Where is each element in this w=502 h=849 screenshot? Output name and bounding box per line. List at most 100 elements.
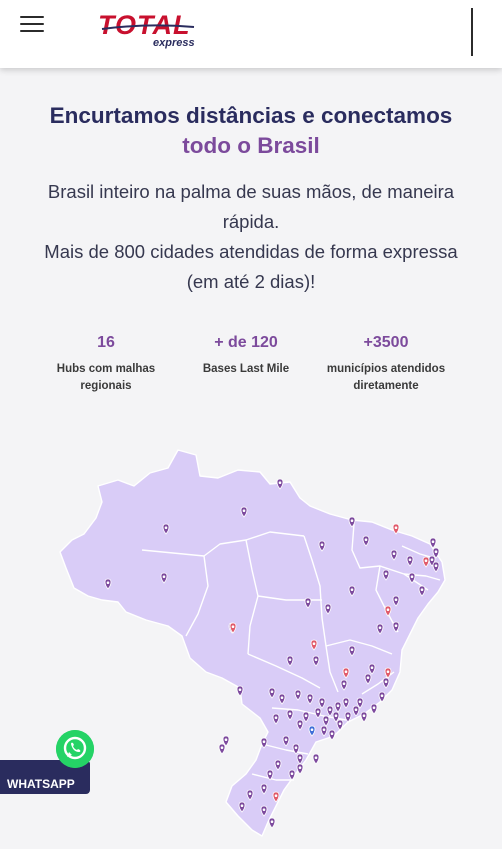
map-pin-icon [266, 769, 274, 781]
map-pin-icon [288, 769, 296, 781]
map-pin-icon [382, 569, 390, 581]
map-pin-icon [344, 711, 352, 723]
map-pin-icon [222, 735, 230, 747]
map-pin-icon [268, 817, 276, 829]
map-pin-icon [318, 697, 326, 709]
map-pin-icon [408, 572, 416, 584]
map-pin-icon [286, 655, 294, 667]
map-pin-icon [348, 585, 356, 597]
map-pin-icon [272, 713, 280, 725]
map-pin-icon [296, 753, 304, 765]
map-pin-icon [274, 759, 282, 771]
logo-swoosh-icon [101, 24, 195, 30]
map-pin-icon [238, 801, 246, 813]
map-pin-icon [348, 645, 356, 657]
site-header: TOTAL express [0, 0, 502, 68]
map-pin-icon [392, 595, 400, 607]
brazil-coverage-map [59, 449, 446, 837]
stat-label: Hubs com malhas regionais [56, 363, 156, 392]
map-pin-icon [370, 703, 378, 715]
map-pin-icon [392, 523, 400, 535]
map-pin-icon [342, 667, 350, 679]
logo-sub-text: express [153, 37, 195, 49]
stat-value: 16 [97, 334, 115, 351]
map-pin-icon [306, 693, 314, 705]
map-pin-icon [418, 585, 426, 597]
map-pin-icon [296, 763, 304, 775]
stat-hubs: 16 Hubs com malhas regionais [36, 332, 176, 395]
map-pin-icon [328, 729, 336, 741]
stat-municipios: +3500 municípios atendidos diretamente [316, 332, 456, 395]
map-pin-icon [392, 621, 400, 633]
map-pin-icon [360, 711, 368, 723]
map-pin-icon [406, 555, 414, 567]
map-pin-icon [340, 679, 348, 691]
map-pin-icon [318, 540, 326, 552]
stat-bases: + de 120 Bases Last Mile [176, 332, 316, 378]
map-pin-icon [390, 549, 398, 561]
brazil-shape [59, 449, 446, 837]
whatsapp-button[interactable]: WHATSAPP [0, 730, 94, 794]
map-pin-icon [352, 705, 360, 717]
map-pin-icon [378, 691, 386, 703]
map-pin-icon [376, 623, 384, 635]
hamburger-menu-icon[interactable] [20, 13, 46, 35]
map-pin-icon [308, 725, 316, 737]
map-pin-icon [326, 705, 334, 717]
stat-label: Bases Last Mile [202, 363, 290, 375]
map-pin-icon [342, 697, 350, 709]
header-divider [471, 8, 473, 56]
map-pin-icon [296, 719, 304, 731]
map-pin-icon [272, 791, 280, 803]
map-pin-icon [356, 697, 364, 709]
map-pin-icon [364, 673, 372, 685]
map-pin-icon [432, 547, 440, 559]
map-pin-icon [314, 707, 322, 719]
map-pin-icon [276, 478, 284, 490]
map-pin-icon [278, 693, 286, 705]
map-pin-icon [362, 535, 370, 547]
page-title: Encurtamos distâncias e conectamos todo … [0, 101, 502, 161]
stat-value: + de 120 [214, 334, 278, 351]
intro-line4: (em até 2 dias)! [186, 271, 316, 292]
map-pin-icon [422, 556, 430, 568]
map-pin-icon [310, 639, 318, 651]
intro-line3: Mais de 800 cidades atendidas de forma e… [44, 241, 458, 262]
map-pin-icon [312, 655, 320, 667]
map-pin-icon [260, 783, 268, 795]
map-pin-icon [246, 789, 254, 801]
stat-value: +3500 [363, 334, 409, 351]
map-pin-icon [336, 719, 344, 731]
map-pin-icon [260, 737, 268, 749]
map-pin-icon [312, 753, 320, 765]
map-pin-icon [348, 516, 356, 528]
map-pin-icon [218, 743, 226, 755]
map-pin-icon [429, 537, 437, 549]
map-pin-icon [368, 663, 376, 675]
map-pin-icon [304, 597, 312, 609]
map-pin-icon [302, 711, 310, 723]
map-pin-icon [384, 605, 392, 617]
map-pin-icon [236, 685, 244, 697]
map-pin-icon [160, 572, 168, 584]
total-express-logo[interactable]: TOTAL express [98, 10, 198, 50]
page-title-line1: Encurtamos distâncias e conectamos [49, 103, 453, 128]
map-pin-icon [320, 725, 328, 737]
map-pin-icon [268, 687, 276, 699]
map-pin-icon [240, 506, 248, 518]
map-pin-icon [324, 603, 332, 615]
location-pins [104, 478, 440, 829]
map-pin-icon [260, 805, 268, 817]
page-title-accent: todo o Brasil [182, 133, 320, 158]
map-pin-icon [322, 715, 330, 727]
map-pin-icon [294, 689, 302, 701]
map-pin-icon [292, 743, 300, 755]
whatsapp-icon[interactable] [56, 730, 94, 768]
map-pin-icon [334, 701, 342, 713]
whatsapp-label: WHATSAPP [7, 777, 75, 791]
map-pin-icon [432, 561, 440, 573]
intro-paragraph: Brasil inteiro na palma de suas mãos, de… [16, 177, 486, 297]
map-pin-icon [104, 578, 112, 590]
map-pin-icon [384, 667, 392, 679]
map-pin-icon [382, 677, 390, 689]
